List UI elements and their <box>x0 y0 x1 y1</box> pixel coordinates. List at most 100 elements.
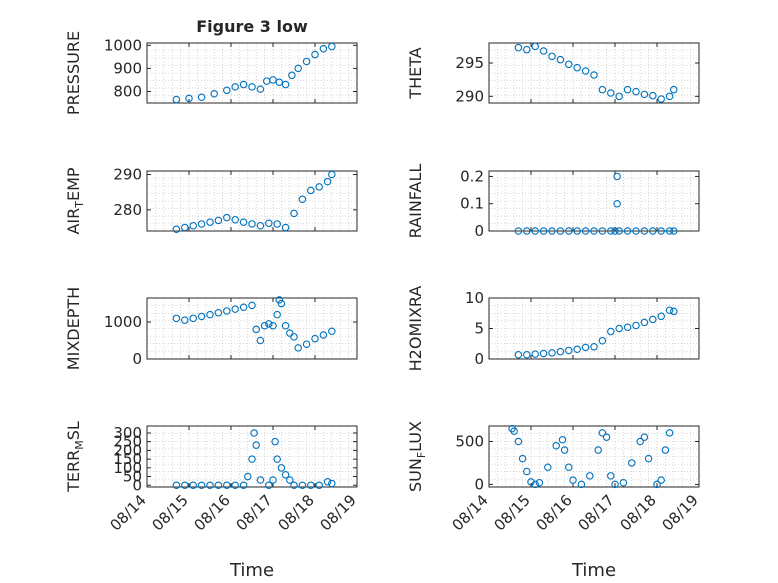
y-tick-label: 0 <box>132 350 142 368</box>
data-point <box>298 481 307 490</box>
data-point <box>307 186 315 195</box>
data-point <box>670 227 678 235</box>
data-point <box>319 331 328 339</box>
x-tick-label: 08/17 <box>233 491 276 534</box>
data-point <box>657 95 665 103</box>
x-tick-label: 08/18 <box>617 491 660 534</box>
data-series <box>508 424 674 489</box>
data-point <box>290 333 298 341</box>
data-point <box>271 437 279 446</box>
data-point <box>514 350 523 359</box>
data-point <box>281 321 290 330</box>
x-tick-label: 08/14 <box>107 491 150 534</box>
y-tick-label: 295 <box>455 54 484 72</box>
subplot-air_temp: 280 290 AIRTEMP <box>64 166 358 235</box>
data-point <box>206 481 214 490</box>
data-point <box>556 227 565 235</box>
data-point <box>323 478 332 486</box>
data-point <box>290 481 298 490</box>
data-point <box>197 312 206 321</box>
data-point <box>223 213 231 222</box>
data-point <box>262 77 271 85</box>
data-point <box>197 93 206 101</box>
data-point <box>252 441 260 449</box>
y-tick-label: 0.1 <box>460 195 484 213</box>
y-axis-label: THETA <box>406 47 425 99</box>
data-point <box>269 76 277 84</box>
data-point <box>594 446 602 454</box>
y-tick-label: 5 <box>474 320 484 338</box>
data-point <box>281 471 290 479</box>
data-point <box>281 223 290 232</box>
data-point <box>581 227 590 235</box>
data-point <box>328 479 336 488</box>
data-point <box>223 307 231 315</box>
data-point <box>670 85 678 94</box>
data-point <box>607 227 615 235</box>
subplot-terr_msl: 05010015020025030008/1408/1508/1608/1708… <box>64 421 360 534</box>
data-point <box>661 446 670 454</box>
data-point <box>248 301 256 310</box>
data-point <box>286 476 294 484</box>
data-point <box>319 45 328 53</box>
data-point <box>556 55 565 64</box>
y-tick-label: 500 <box>455 432 484 450</box>
data-point <box>277 464 286 472</box>
data-point <box>531 42 539 51</box>
data-point <box>328 42 336 51</box>
data-point <box>552 442 560 450</box>
axes-box <box>146 170 358 232</box>
data-point <box>565 60 573 69</box>
data-point <box>632 321 640 330</box>
y-axis-label: H2OMIXRA <box>406 286 425 372</box>
data-point <box>256 476 265 484</box>
y-axis-label: RAINFALL <box>406 164 425 239</box>
data-point <box>248 455 256 463</box>
data-point <box>252 325 260 334</box>
data-point <box>214 481 223 490</box>
data-point <box>288 71 296 80</box>
data-point <box>565 346 573 355</box>
data-point <box>315 183 323 191</box>
data-point <box>613 172 621 181</box>
y-tick-label: 280 <box>113 201 142 219</box>
data-point <box>256 85 265 93</box>
data-point <box>275 78 284 86</box>
data-point <box>290 209 298 218</box>
y-tick-label: 100 <box>113 459 142 477</box>
axes-box <box>488 425 700 488</box>
data-series <box>172 296 336 352</box>
data-point <box>670 307 678 316</box>
data-point <box>197 481 206 490</box>
subplot-theta: 290 295 THETA <box>406 42 700 105</box>
data-point <box>632 227 640 235</box>
data-point <box>531 227 539 235</box>
data-point <box>231 481 239 490</box>
grid <box>489 171 699 231</box>
subplot-mixdepth: 0 1000 MIXDEPTH <box>64 287 358 370</box>
data-point <box>615 92 623 101</box>
data-point <box>189 221 197 230</box>
data-point <box>636 437 644 446</box>
data-point <box>214 216 223 225</box>
data-point <box>206 310 214 319</box>
y-tick-label: 0 <box>474 475 484 493</box>
data-point <box>607 472 615 480</box>
x-axis-label-left: Time <box>229 560 274 581</box>
x-tick-label: 08/17 <box>575 491 618 534</box>
data-point <box>523 227 531 235</box>
data-point <box>623 85 632 94</box>
data-point <box>269 476 277 484</box>
data-point <box>181 481 189 490</box>
x-tick-label: 08/16 <box>191 491 234 534</box>
data-point <box>328 170 336 179</box>
axes-box <box>146 425 358 488</box>
x-tick-label: 08/14 <box>449 491 492 534</box>
data-point <box>539 47 548 55</box>
data-point <box>523 467 531 476</box>
data-point <box>185 94 193 103</box>
data-series <box>172 170 336 233</box>
data-point <box>665 92 674 101</box>
